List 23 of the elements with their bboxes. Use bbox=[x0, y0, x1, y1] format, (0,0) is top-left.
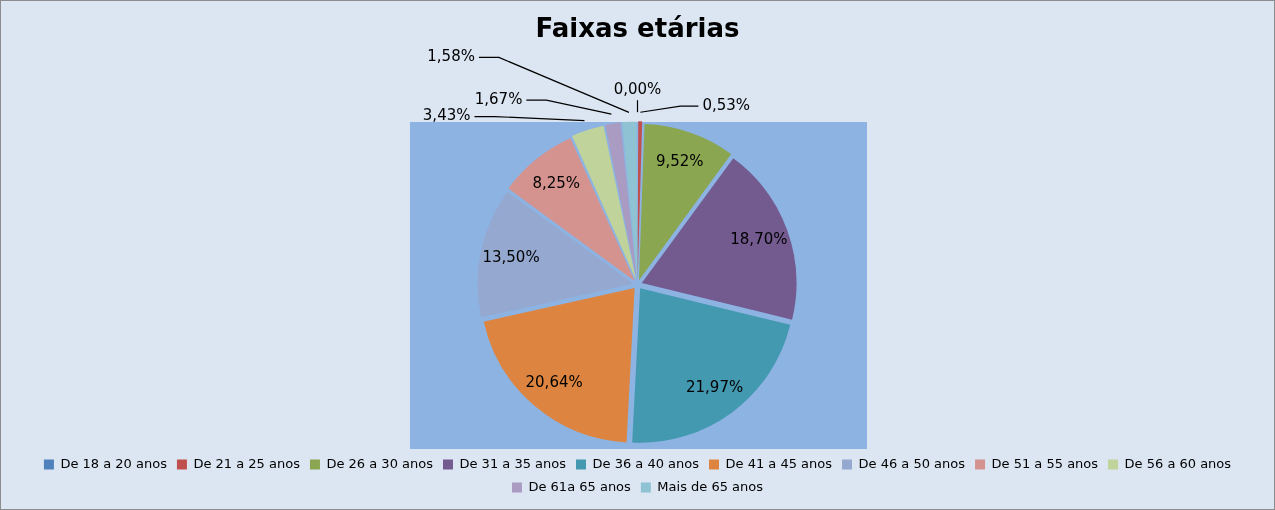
data-label: 8,25% bbox=[532, 174, 581, 193]
data-label: 13,50% bbox=[482, 248, 540, 267]
data-label: 3,43% bbox=[422, 106, 471, 125]
legend-label: De 56 a 60 anos bbox=[1124, 455, 1232, 471]
legend-label: De 46 a 50 anos bbox=[858, 455, 966, 471]
legend-label: De 18 a 20 anos bbox=[60, 455, 168, 471]
data-label: 20,64% bbox=[525, 373, 583, 392]
data-label: 1,67% bbox=[474, 90, 523, 109]
data-label: 1,58% bbox=[427, 47, 475, 66]
data-label: 18,70% bbox=[730, 230, 788, 249]
legend-label: De 31 a 35 anos bbox=[459, 455, 567, 471]
text: 0,00% bbox=[613, 80, 662, 99]
legend-label: De 21 a 25 anos bbox=[193, 455, 301, 471]
legend-label: De 51 a 55 anos bbox=[991, 455, 1099, 471]
data-label: 0,53% bbox=[702, 96, 751, 115]
legend-label: De 36 a 40 anos bbox=[592, 455, 700, 471]
legend-label: Mais de 65 anos bbox=[657, 478, 764, 494]
legend-label: De 26 a 30 anos bbox=[326, 455, 434, 471]
data-label: 21,97% bbox=[686, 378, 744, 397]
legend-label: De 61a 65 anos bbox=[528, 478, 632, 494]
legend-label: De 41 a 45 anos bbox=[725, 455, 833, 471]
chart-title: Faixas etárias bbox=[535, 13, 740, 44]
data-label: 9,52% bbox=[655, 152, 704, 171]
